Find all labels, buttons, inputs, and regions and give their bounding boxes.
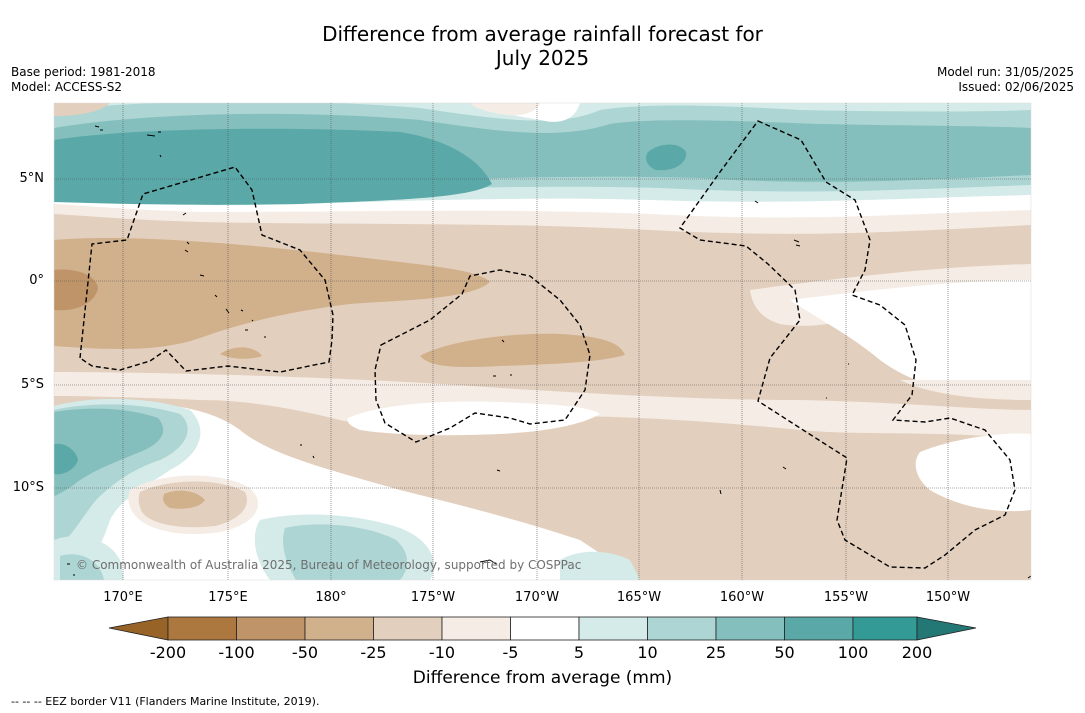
colorbar-tick: 50 (774, 643, 795, 662)
colorbar-tick: -200 (149, 643, 187, 662)
colorbar-label: Difference from average (mm) (412, 668, 673, 688)
lon-label-180: 180° (315, 590, 347, 605)
issued-date: Issued: 02/06/2025 (958, 80, 1074, 94)
colorbar-tick: 5 (573, 643, 585, 662)
lon-label-160w: 160°W (719, 590, 765, 605)
lon-label-175w: 175°W (410, 590, 456, 605)
colorbar-tick: 200 (901, 643, 933, 662)
lon-label-150w: 150°W (925, 590, 971, 605)
meta-left: Base period: 1981-2018 Model: ACCESS-S2 (11, 65, 156, 95)
title-line-1: Difference from average rainfall forecas… (322, 22, 763, 46)
rainfall-field (54, 103, 1031, 580)
map-title: Difference from average rainfall forecas… (0, 22, 1085, 70)
colorbar-tick: -10 (428, 643, 456, 662)
colorbar-tick: -50 (291, 643, 319, 662)
model-run: Model run: 31/05/2025 (936, 65, 1074, 79)
colorbar-tick: 100 (837, 643, 869, 662)
base-period: Base period: 1981-2018 (11, 65, 156, 79)
eez-footnote: -- -- -- EEZ border V11 (Flanders Marine… (11, 695, 320, 708)
colorbar-tick: -25 (360, 643, 387, 662)
lat-label-5s: 5°S (20, 377, 44, 392)
colorbar-tick: -5 (502, 643, 519, 662)
lat-label-5n: 5°N (19, 171, 45, 186)
copyright-notice: © Commonwealth of Australia 2025, Bureau… (76, 558, 582, 572)
lon-label-170e: 170°E (103, 590, 143, 605)
lon-label-165w: 165°W (616, 590, 662, 605)
lat-label-0: 0° (29, 273, 44, 288)
colorbar (108, 616, 977, 641)
colorbar-tick: -100 (218, 643, 255, 662)
lon-label-170w: 170°W (514, 590, 560, 605)
meta-right: Model run: 31/05/2025 Issued: 02/06/2025 (937, 65, 1074, 95)
lon-label-155w: 155°W (823, 590, 869, 605)
colorbar-tick: 10 (637, 643, 658, 662)
lat-label-10s: 10°S (12, 480, 44, 495)
title-line-2: July 2025 (495, 46, 590, 70)
lon-label-175e: 175°E (208, 590, 248, 605)
model-name: Model: ACCESS-S2 (11, 80, 123, 94)
colorbar-tick: 25 (705, 643, 727, 662)
